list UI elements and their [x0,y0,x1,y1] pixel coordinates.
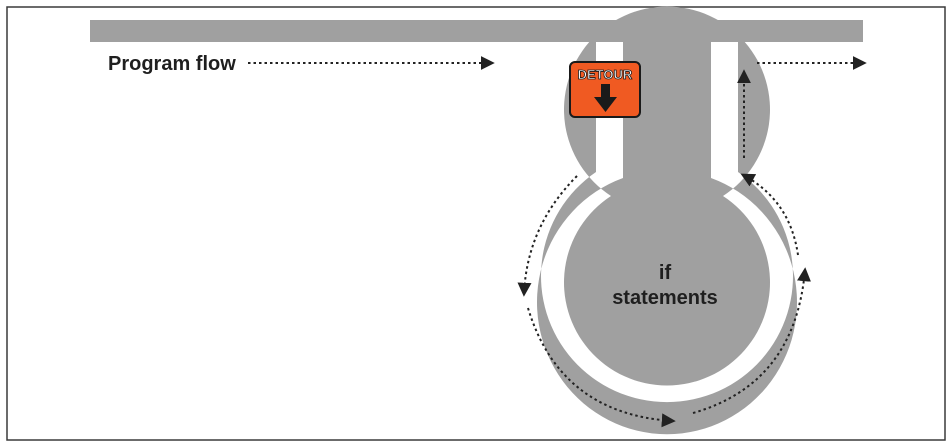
detour-sign-icon: DETOUR [569,61,641,118]
diagram-frame [6,6,946,441]
arrow-down-icon [594,84,617,112]
statements-label: statements [612,287,718,309]
detour-sign-label: DETOUR [578,67,633,82]
main-program-pipe [90,20,863,42]
if-loop-pipe [536,6,798,435]
left-descend-arrow [517,175,578,297]
bottom-left-arrow [527,307,676,428]
if-label: if [659,262,672,284]
right-rise-arrow [740,173,799,256]
program-flow-label: Program flow [108,53,236,75]
bottom-right-arrow [692,267,811,414]
